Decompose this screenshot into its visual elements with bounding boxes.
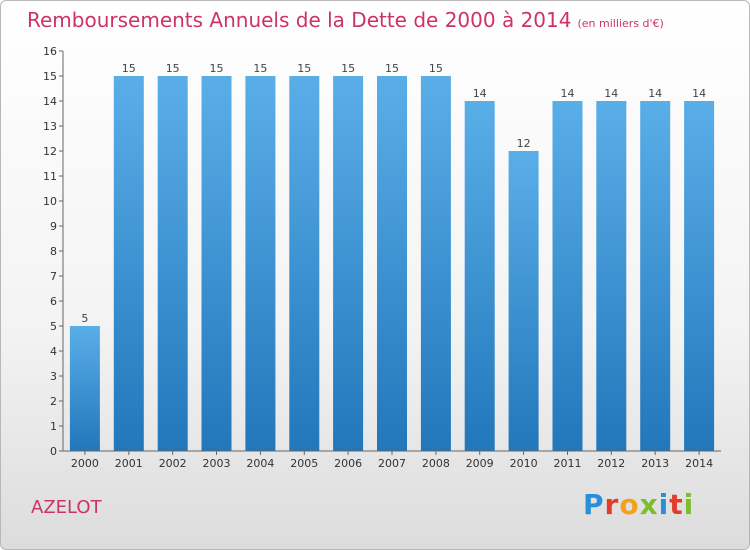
data-label-2003: 15 bbox=[210, 62, 224, 75]
x-tick-label-2013: 2013 bbox=[641, 457, 669, 470]
y-tick-label-3: 3 bbox=[50, 370, 57, 383]
y-tick-label-2: 2 bbox=[50, 395, 57, 408]
y-tick-label-13: 13 bbox=[43, 120, 57, 133]
chart-title-text: Remboursements Annuels de la Dette de 20… bbox=[27, 8, 572, 32]
y-tick-label-12: 12 bbox=[43, 145, 57, 158]
data-label-2006: 15 bbox=[341, 62, 355, 75]
y-tick-label-6: 6 bbox=[50, 295, 57, 308]
proxiti-logo: Proxiti bbox=[583, 488, 695, 521]
data-label-2002: 15 bbox=[166, 62, 180, 75]
x-tick-label-2004: 2004 bbox=[246, 457, 274, 470]
x-tick-label-2002: 2002 bbox=[159, 457, 187, 470]
y-tick-label-16: 16 bbox=[43, 45, 57, 58]
y-tick-label-8: 8 bbox=[50, 245, 57, 258]
x-tick-label-2007: 2007 bbox=[378, 457, 406, 470]
x-tick-label-2006: 2006 bbox=[334, 457, 362, 470]
y-tick-label-4: 4 bbox=[50, 345, 57, 358]
x-tick-label-2012: 2012 bbox=[597, 457, 625, 470]
data-label-2010: 12 bbox=[517, 137, 531, 150]
x-tick-label-2010: 2010 bbox=[510, 457, 538, 470]
y-tick-label-5: 5 bbox=[50, 320, 57, 333]
x-tick-label-2011: 2011 bbox=[554, 457, 582, 470]
y-tick-label-15: 15 bbox=[43, 70, 57, 83]
data-label-2004: 15 bbox=[253, 62, 267, 75]
bar-2005 bbox=[289, 76, 320, 451]
data-label-2008: 15 bbox=[429, 62, 443, 75]
bar-2009 bbox=[464, 101, 495, 451]
bar-2004 bbox=[245, 76, 276, 451]
city-name: AZELOT bbox=[31, 497, 102, 518]
bar-2010 bbox=[508, 151, 539, 451]
axes-group: 2000 2001 2002 2003 2004 2005 2006 2007 2008 2009… bbox=[43, 45, 721, 470]
bar-2006 bbox=[333, 76, 364, 451]
x-tick-label-2005: 2005 bbox=[290, 457, 318, 470]
y-tick-label-0: 0 bbox=[50, 445, 57, 458]
x-tick-label-2001: 2001 bbox=[115, 457, 143, 470]
data-label-2013: 14 bbox=[648, 87, 662, 100]
data-label-2009: 14 bbox=[473, 87, 487, 100]
bar-2008 bbox=[420, 76, 451, 451]
x-tick-label-2014: 2014 bbox=[685, 457, 713, 470]
bar-2001 bbox=[113, 76, 144, 451]
data-label-2001: 15 bbox=[122, 62, 136, 75]
y-tick-label-1: 1 bbox=[50, 420, 57, 433]
data-label-2012: 14 bbox=[604, 87, 618, 100]
bar-2012 bbox=[596, 101, 627, 451]
x-tick-label-2000: 2000 bbox=[71, 457, 99, 470]
x-tick-label-2009: 2009 bbox=[466, 457, 494, 470]
y-tick-label-14: 14 bbox=[43, 95, 57, 108]
y-tick-label-11: 11 bbox=[43, 170, 57, 183]
bar-2002 bbox=[157, 76, 188, 451]
bar-2013 bbox=[640, 101, 671, 451]
data-label-2011: 14 bbox=[561, 87, 575, 100]
chart-title: Remboursements Annuels de la Dette de 20… bbox=[27, 8, 664, 32]
x-tick-label-2008: 2008 bbox=[422, 457, 450, 470]
y-tick-label-9: 9 bbox=[50, 220, 57, 233]
chart-unit: (en milliers d'€) bbox=[577, 17, 664, 30]
data-label-2000: 5 bbox=[81, 312, 88, 325]
bar-2014 bbox=[684, 101, 715, 451]
data-label-2005: 15 bbox=[297, 62, 311, 75]
data-label-2014: 14 bbox=[692, 87, 706, 100]
bar-2007 bbox=[377, 76, 407, 451]
y-tick-label-10: 10 bbox=[43, 195, 57, 208]
x-tick-label-2003: 2003 bbox=[203, 457, 231, 470]
data-label-2007: 15 bbox=[385, 62, 399, 75]
y-tick-label-7: 7 bbox=[50, 270, 57, 283]
bars-group: 5 15 15 15 15 15 15 15 15 14 12 14 14 14 14 bbox=[69, 62, 715, 451]
bar-2003 bbox=[201, 76, 232, 451]
bar-2000 bbox=[69, 326, 100, 451]
bar-2011 bbox=[552, 101, 583, 451]
